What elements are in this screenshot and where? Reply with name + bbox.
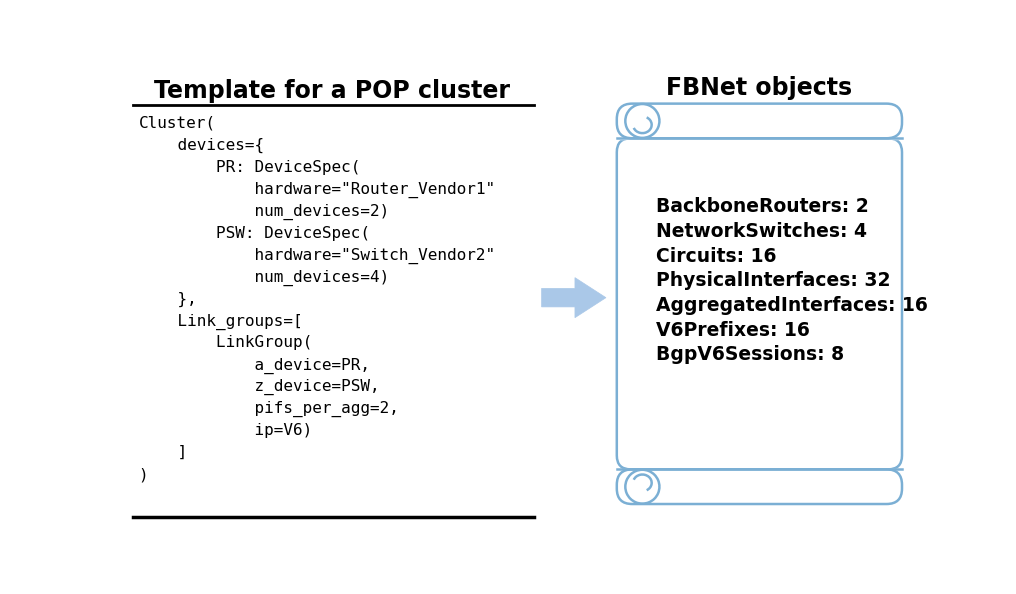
Text: FBNet objects: FBNet objects [666, 76, 852, 100]
Text: V6Prefixes: 16: V6Prefixes: 16 [655, 321, 810, 340]
Text: hardware="Switch_Vendor2": hardware="Switch_Vendor2" [138, 248, 495, 264]
Text: BackboneRouters: 2: BackboneRouters: 2 [655, 197, 869, 216]
Text: pifs_per_agg=2,: pifs_per_agg=2, [138, 401, 398, 418]
Text: PR: DeviceSpec(: PR: DeviceSpec( [138, 160, 360, 175]
Text: num_devices=2): num_devices=2) [138, 204, 389, 220]
Text: Template for a POP cluster: Template for a POP cluster [154, 80, 510, 103]
Text: Circuits: 16: Circuits: 16 [655, 247, 776, 266]
Text: ): ) [138, 467, 148, 482]
Text: BgpV6Sessions: 8: BgpV6Sessions: 8 [655, 345, 843, 364]
Text: num_devices=4): num_devices=4) [138, 270, 389, 286]
FancyBboxPatch shape [617, 138, 902, 469]
Polygon shape [542, 277, 606, 318]
Text: ip=V6): ip=V6) [138, 423, 312, 438]
FancyBboxPatch shape [617, 469, 902, 504]
Text: z_device=PSW,: z_device=PSW, [138, 380, 379, 396]
Text: NetworkSwitches: 4: NetworkSwitches: 4 [655, 222, 867, 241]
Text: PSW: DeviceSpec(: PSW: DeviceSpec( [138, 226, 370, 241]
Text: PhysicalInterfaces: 32: PhysicalInterfaces: 32 [655, 271, 890, 290]
Text: a_device=PR,: a_device=PR, [138, 358, 370, 374]
Text: LinkGroup(: LinkGroup( [138, 336, 312, 350]
Text: },: }, [138, 292, 196, 307]
Text: devices={: devices={ [138, 138, 264, 153]
Text: hardware="Router_Vendor1": hardware="Router_Vendor1" [138, 182, 495, 198]
Text: AggregatedInterfaces: 16: AggregatedInterfaces: 16 [655, 296, 928, 315]
FancyBboxPatch shape [617, 103, 902, 138]
Text: ]: ] [138, 445, 187, 460]
Text: Link_groups=[: Link_groups=[ [138, 314, 302, 330]
Text: Cluster(: Cluster( [138, 116, 215, 131]
